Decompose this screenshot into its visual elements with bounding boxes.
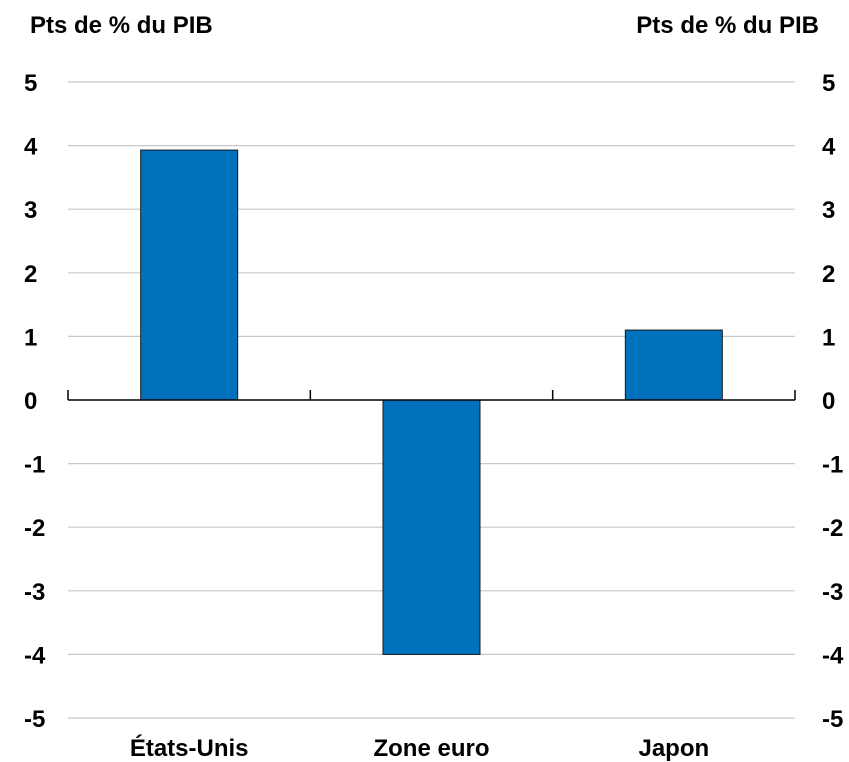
- y-tick-label-right: -5: [822, 706, 843, 733]
- y-tick-label-left: -3: [24, 579, 45, 606]
- y-tick-label-right: 0: [822, 388, 835, 415]
- y-tick-label-right: -4: [822, 642, 844, 669]
- y-axis-title-right: Pts de % du PIB: [636, 12, 819, 39]
- y-tick-label-left: 2: [24, 261, 37, 288]
- y-tick-label-left: 3: [24, 197, 37, 224]
- y-tick-label-left: -4: [24, 642, 46, 669]
- y-tick-label-right: 2: [822, 261, 835, 288]
- y-tick-label-right: -2: [822, 515, 843, 542]
- y-tick-label-left: 4: [24, 134, 38, 161]
- y-tick-label-right: 3: [822, 197, 835, 224]
- y-tick-label-left: -5: [24, 706, 45, 733]
- x-category-label: Zone euro: [373, 735, 489, 762]
- x-category-label: États-Unis: [130, 734, 249, 762]
- y-tick-label-left: 5: [24, 70, 37, 97]
- y-tick-label-right: -3: [822, 579, 843, 606]
- y-tick-label-left: 0: [24, 388, 37, 415]
- bar: [382, 399, 481, 655]
- y-tick-label-right: 1: [822, 324, 835, 351]
- bar: [624, 329, 723, 401]
- y-tick-label-right: 5: [822, 70, 835, 97]
- y-tick-label-left: -2: [24, 515, 45, 542]
- bar: [140, 149, 239, 401]
- y-tick-label-left: -1: [24, 452, 45, 479]
- y-axis-title-left: Pts de % du PIB: [30, 12, 213, 39]
- y-tick-label-right: 4: [822, 134, 836, 161]
- y-tick-label-left: 1: [24, 324, 37, 351]
- x-category-label: Japon: [638, 735, 709, 762]
- y-tick-label-right: -1: [822, 452, 843, 479]
